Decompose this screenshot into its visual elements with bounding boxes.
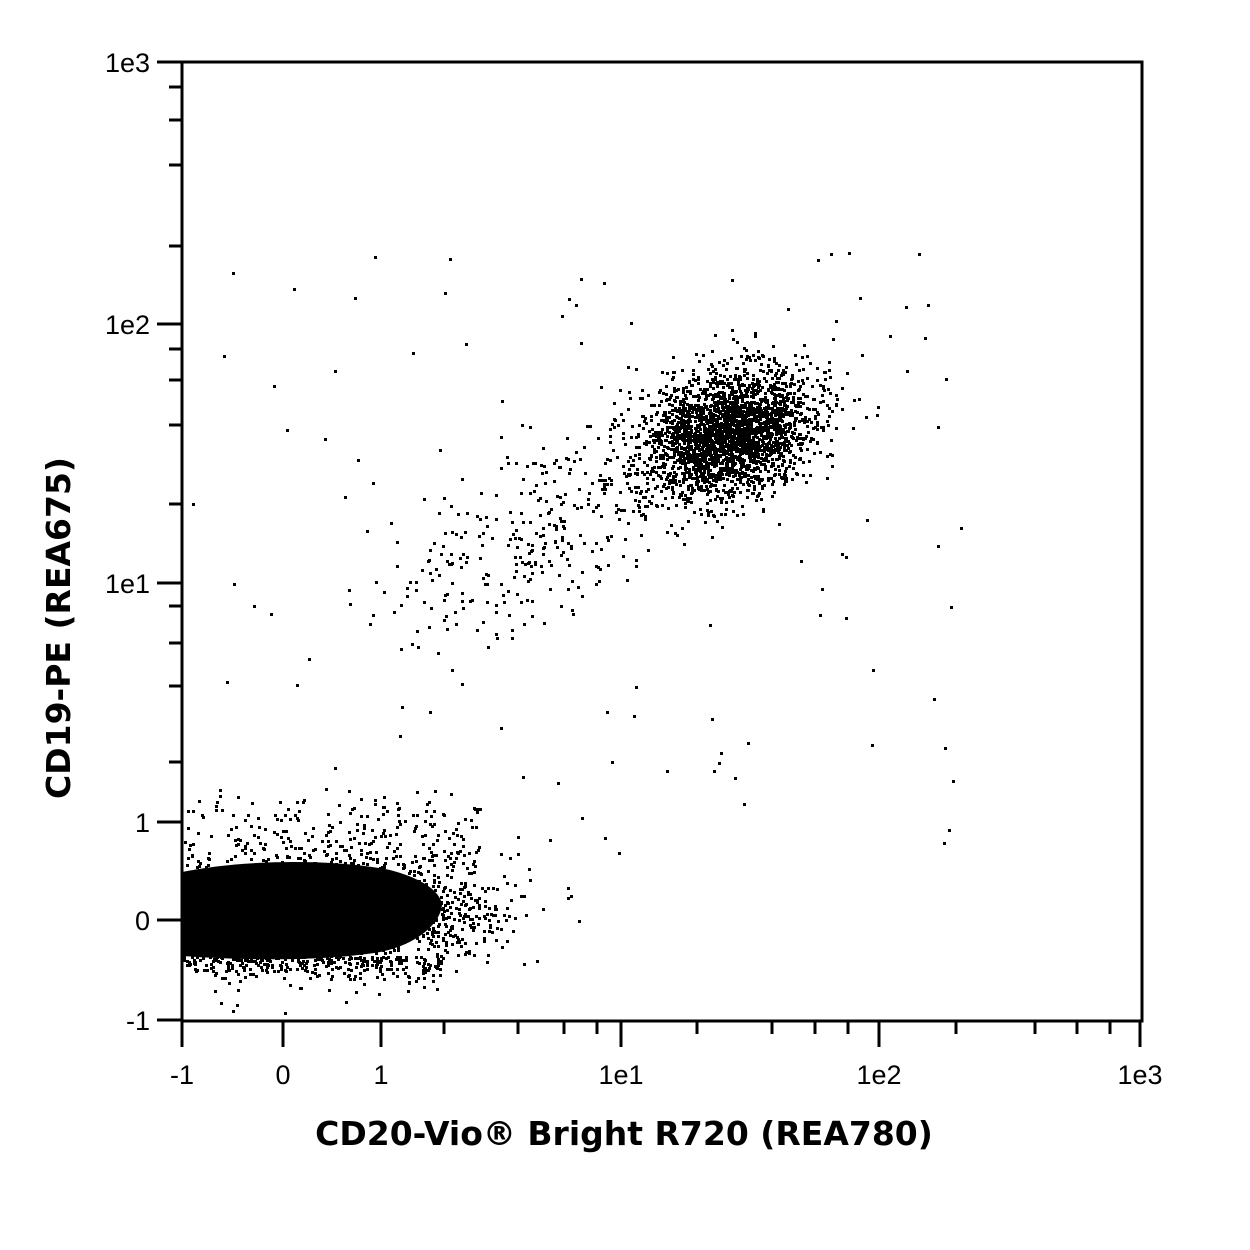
y-tick-label: 1 [135, 808, 150, 838]
x-tick-label: 1e3 [1117, 1060, 1162, 1090]
x-tick-label: 0 [275, 1060, 290, 1090]
y-axis-title: CD19-PE (REA675) [39, 457, 78, 799]
x-tick-label: 1e1 [598, 1060, 643, 1090]
y-tick-label: -1 [126, 1006, 150, 1036]
y-tick-label: 1e1 [105, 569, 150, 599]
event-dots [182, 252, 963, 1015]
x-tick-label: 1e2 [856, 1060, 901, 1090]
x-axis-ticks: -1 0 1 1e1 1e2 1e3 [170, 1021, 1163, 1090]
plot-frame [180, 60, 1144, 1023]
y-axis-ticks: 1e3 1e2 1e1 1 0 -1 [105, 48, 182, 1036]
y-tick-label: 1e2 [105, 310, 150, 340]
x-axis-title: CD20-Vio® Bright R720 (REA780) [315, 1114, 933, 1153]
x-tick-label: 1 [373, 1060, 388, 1090]
event-dot-layer [183, 252, 963, 1015]
x-tick-label: -1 [170, 1060, 194, 1090]
y-tick-label: 0 [135, 906, 150, 936]
y-tick-label: 1e3 [105, 48, 150, 78]
